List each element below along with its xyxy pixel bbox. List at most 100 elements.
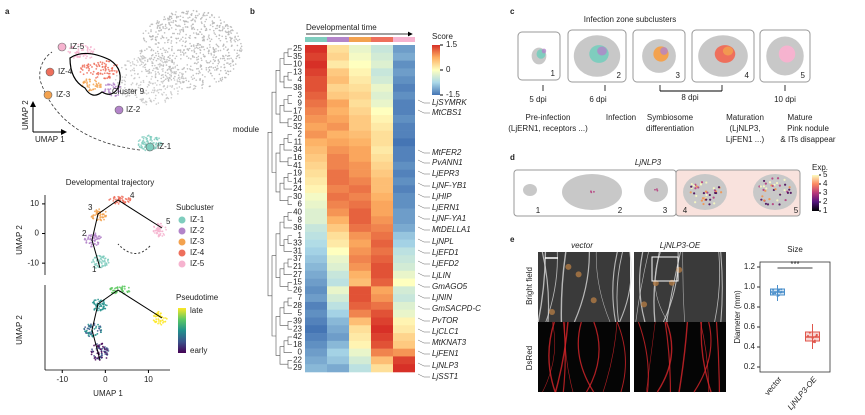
cell-point — [174, 65, 177, 68]
label: Size — [787, 245, 803, 254]
heatmap-cell — [305, 309, 327, 318]
cell-point — [167, 80, 170, 82]
cell-point — [111, 68, 114, 70]
heatmap-cell — [371, 161, 393, 170]
y-tick-label: 0.8 — [744, 302, 756, 311]
cell-point — [176, 68, 179, 71]
heatmap-cell — [305, 286, 327, 295]
heatmap-cell — [327, 294, 349, 303]
cell-point — [154, 315, 157, 318]
cell-point — [143, 141, 145, 144]
cell-point — [82, 55, 85, 57]
module-label: 14 — [293, 176, 302, 185]
cell-point — [93, 324, 96, 326]
cell-point — [107, 88, 110, 91]
cell-point — [137, 61, 139, 63]
cell-point — [205, 68, 208, 71]
cell-point — [105, 304, 108, 307]
heatmap-cell — [305, 161, 327, 170]
panel-label: a — [5, 7, 10, 16]
heatmap-cell — [327, 301, 349, 311]
cell-point — [99, 83, 102, 86]
cell-point — [213, 21, 216, 24]
cell-point — [117, 94, 120, 96]
cell-point — [170, 60, 173, 63]
zone — [722, 46, 734, 56]
cell-point — [85, 241, 88, 244]
gene-label: MtKNAT3 — [432, 338, 467, 347]
cell-point — [77, 48, 80, 50]
heatmap-cell — [327, 317, 349, 326]
cell-point — [206, 47, 209, 50]
cell-point — [101, 61, 104, 64]
cell-point — [227, 25, 229, 27]
cell-point — [181, 72, 183, 75]
cell-point — [209, 85, 211, 88]
cell-point — [87, 238, 89, 241]
cell-point — [102, 307, 104, 310]
cell-point — [154, 71, 157, 73]
cell-point — [124, 83, 126, 86]
cell-point — [155, 318, 158, 321]
cell-point — [211, 74, 213, 77]
jitter — [815, 333, 818, 336]
cell-point — [151, 23, 154, 26]
cell-point — [107, 75, 110, 78]
cell-point — [143, 136, 145, 138]
trajectory-path — [91, 289, 163, 361]
cell-point — [164, 317, 167, 319]
cell-point — [180, 28, 183, 31]
dendrogram — [287, 258, 292, 268]
cell-point — [98, 235, 101, 238]
heatmap-cell — [371, 224, 393, 233]
cell-point — [78, 56, 81, 59]
cell-point — [144, 63, 147, 66]
heatmap-cell — [349, 325, 371, 334]
cell-point — [89, 56, 92, 59]
cell-point — [100, 331, 102, 334]
cell-point — [712, 187, 715, 190]
cell-point — [93, 266, 96, 269]
y-tick-label: 10 — [30, 199, 39, 208]
heatmap-cell — [349, 154, 371, 163]
cell-point — [93, 308, 96, 310]
cell-point — [153, 320, 156, 322]
line — [417, 305, 425, 310]
heatmap-cell — [305, 317, 327, 326]
cell-point — [702, 202, 705, 206]
cell-point — [96, 264, 99, 267]
cell-point — [185, 10, 188, 13]
cell-point — [219, 77, 222, 80]
cell-point — [195, 44, 198, 47]
cell-point — [215, 81, 218, 83]
cell-point — [140, 98, 143, 101]
cell-point — [114, 287, 116, 290]
root — [714, 251, 721, 323]
x-tick-label: 10 — [144, 375, 153, 384]
cell-point — [129, 197, 131, 200]
cell-point — [88, 84, 91, 86]
cell-point — [159, 141, 162, 144]
cycle-arrow — [117, 243, 151, 254]
cell-point — [104, 257, 107, 260]
cell-point — [150, 91, 153, 94]
cell-point — [195, 79, 198, 81]
cell-point — [151, 64, 154, 67]
cell-point — [149, 46, 151, 49]
cell-point — [181, 44, 184, 47]
heatmap-cell — [327, 169, 349, 178]
cell-point — [89, 88, 91, 91]
cell-point — [174, 66, 176, 69]
cell-point — [102, 68, 105, 71]
time-bar — [349, 37, 371, 42]
cell-point — [152, 315, 155, 317]
cell-point — [87, 236, 90, 239]
heatmap-cell — [371, 239, 393, 248]
heatmap-cell — [371, 340, 393, 349]
dendrogram — [287, 95, 292, 104]
cell-point — [141, 147, 144, 150]
cell-point — [157, 63, 160, 66]
cell-point — [164, 320, 166, 323]
heatmap-cell — [393, 200, 415, 209]
cell-point — [694, 187, 697, 190]
